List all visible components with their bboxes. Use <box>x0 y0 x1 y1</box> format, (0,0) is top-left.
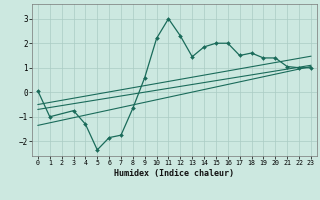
X-axis label: Humidex (Indice chaleur): Humidex (Indice chaleur) <box>115 169 234 178</box>
